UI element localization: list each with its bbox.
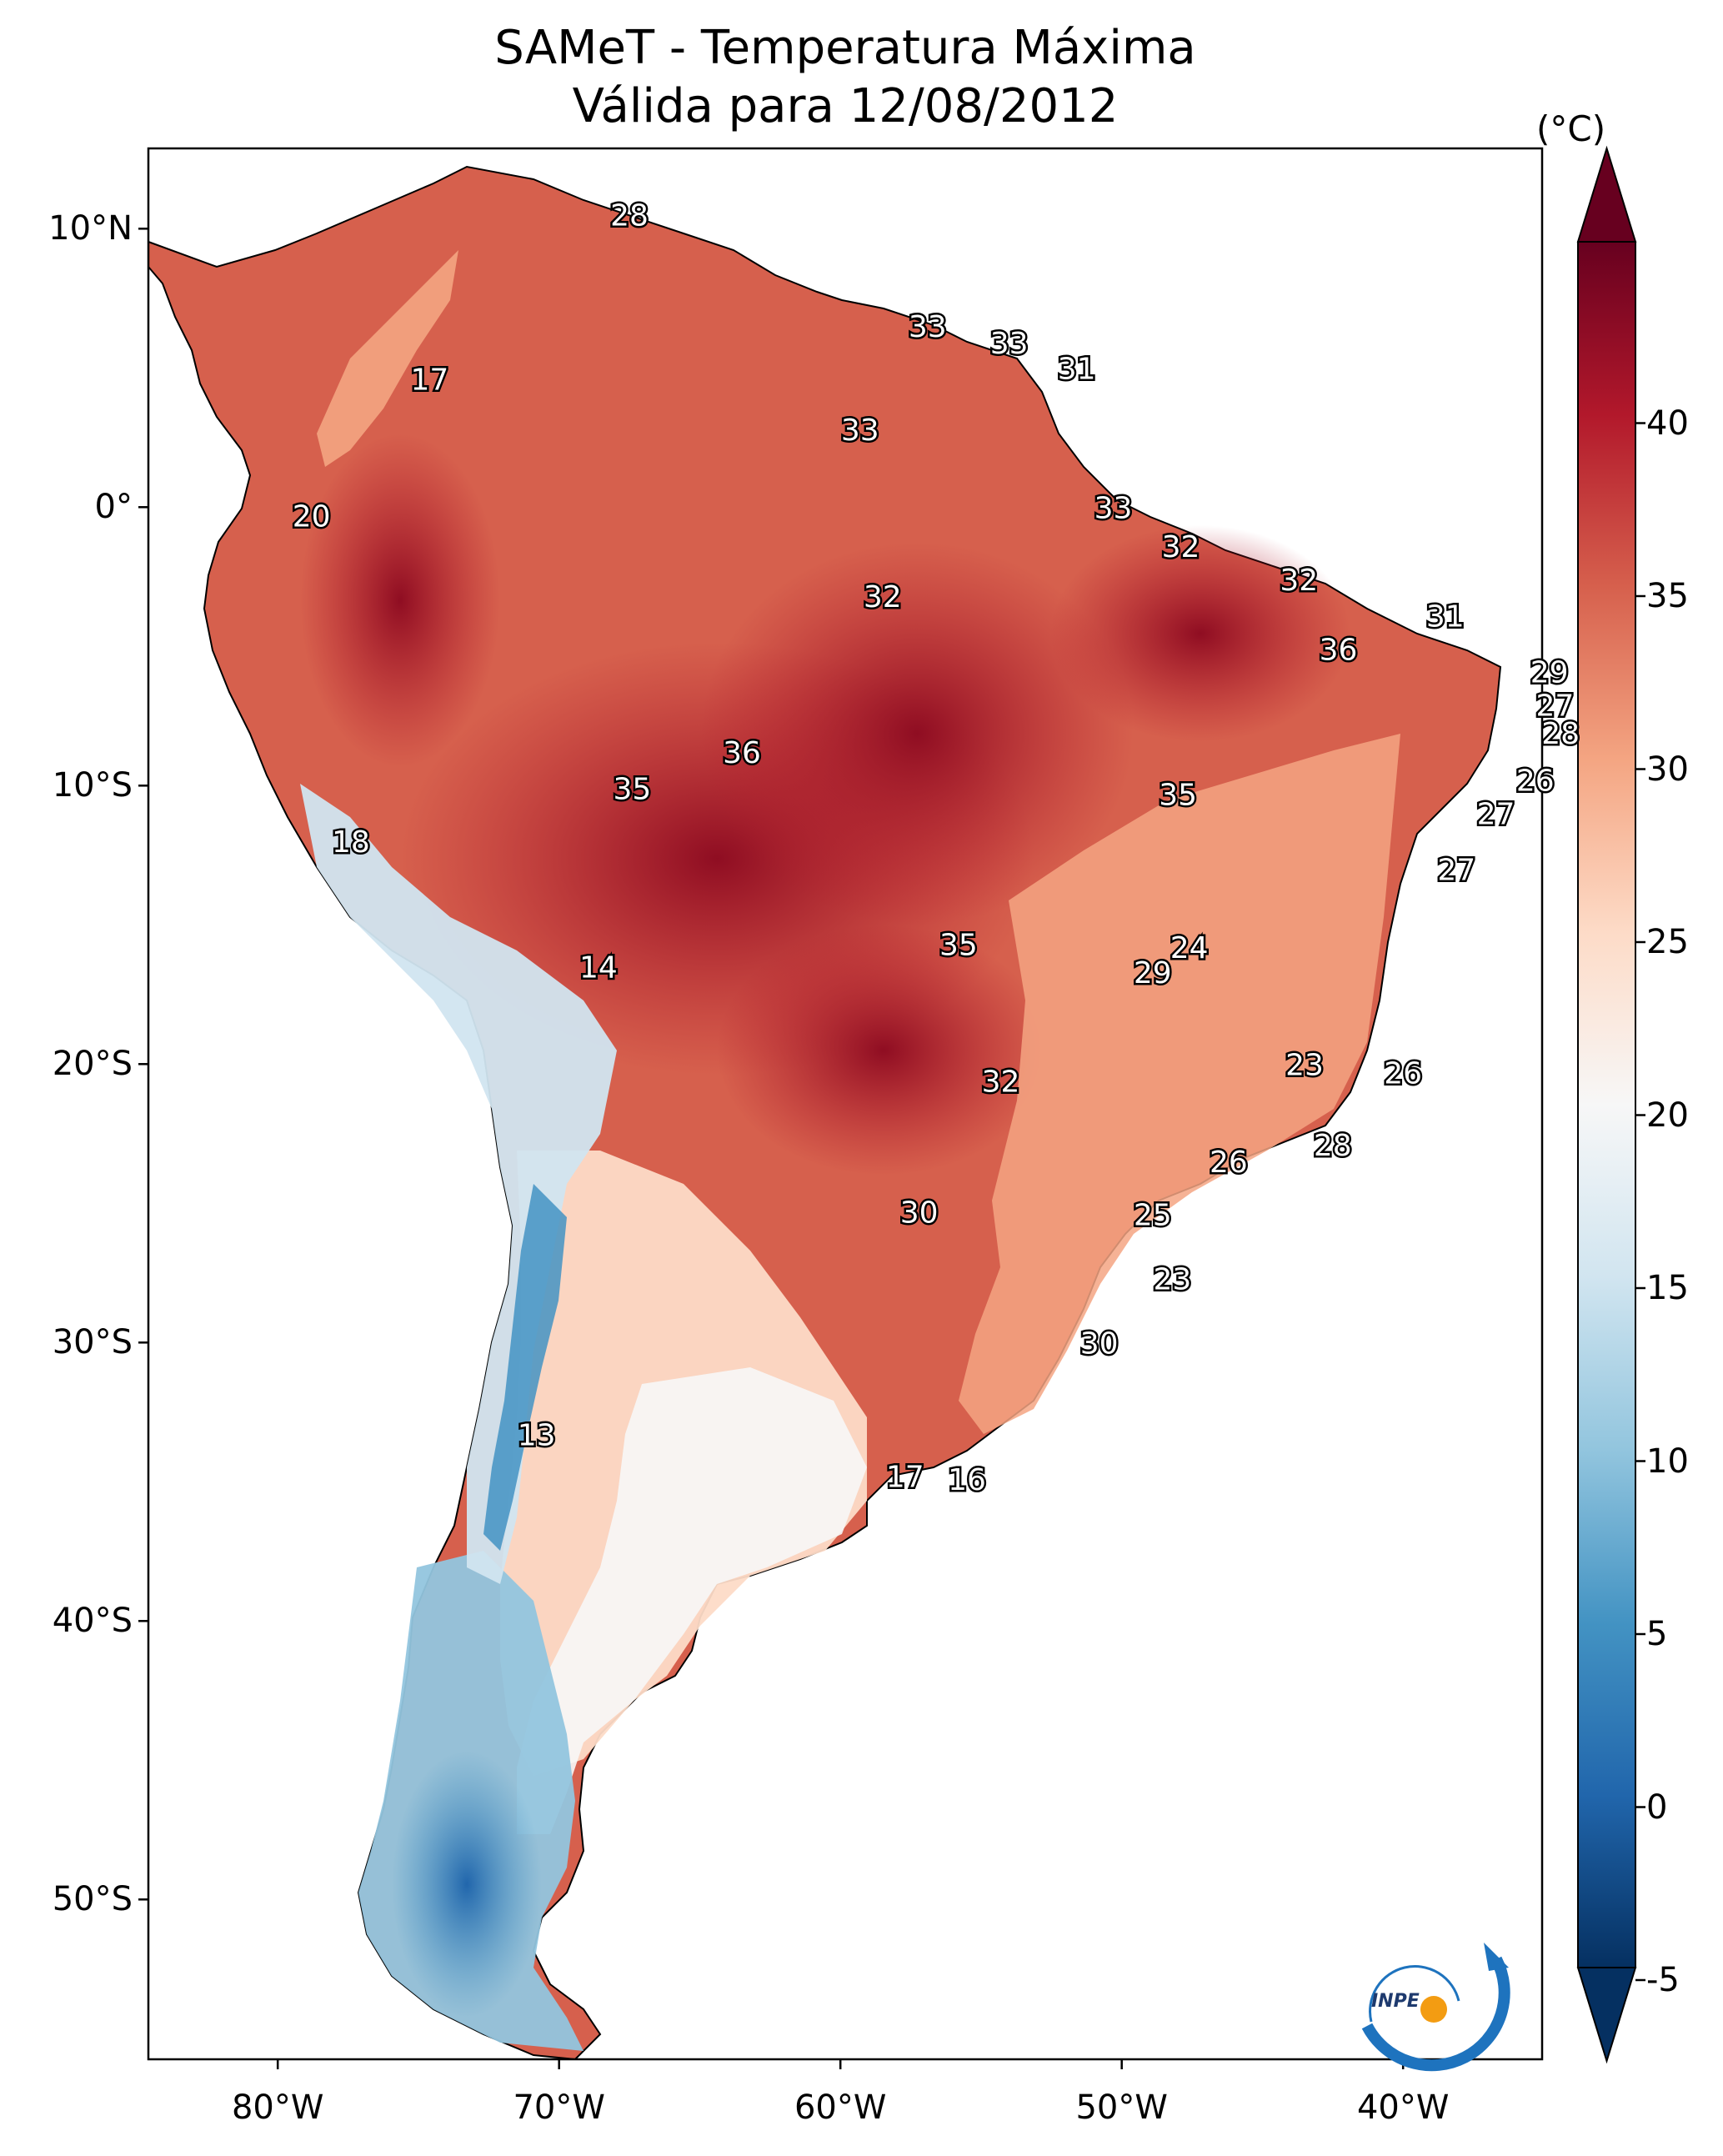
contour-label: 28 (610, 199, 649, 233)
lat-tick-label: 20°S (52, 1045, 133, 1084)
contour-label: 23 (1154, 1262, 1192, 1296)
contour-label: 18 (332, 825, 370, 860)
colorbar-tick-label: 40 (1646, 404, 1689, 443)
contour-label: 33 (990, 327, 1029, 361)
lat-tick-label: 10°N (48, 209, 133, 248)
pampas-neutral-zone (517, 1367, 867, 1834)
contour-label: 31 (1058, 352, 1096, 386)
contour-label: 23 (1285, 1048, 1324, 1082)
contour-label: 28 (1541, 717, 1580, 751)
contour-label: 24 (1170, 931, 1209, 965)
colombian-andes-cool (317, 250, 458, 467)
colorbar-upper-extend (1576, 145, 1637, 243)
map-title: SAMeT - Temperatura Máxima (494, 21, 1196, 75)
contour-label: 25 (1134, 1199, 1172, 1233)
colorbar-tick-label: 20 (1646, 1096, 1689, 1135)
contour-label: 27 (1437, 854, 1475, 888)
contour-label: 36 (1320, 634, 1358, 668)
land-temperature-field (148, 165, 1502, 2059)
colorbar-tick-label: 0 (1646, 1787, 1668, 1827)
logo-orbit (1369, 1965, 1460, 2023)
lon-tick-label: 50°W (1075, 2088, 1168, 2127)
contour-label: 33 (1094, 491, 1133, 525)
lon-tick-label: 80°W (231, 2088, 324, 2127)
contour-label: 28 (1314, 1129, 1352, 1163)
axis-ticks (138, 228, 1405, 2069)
colorbar-tick-label: 30 (1646, 750, 1689, 789)
contour-label: 35 (614, 773, 652, 807)
contour-label: 27 (1536, 689, 1575, 723)
lon-tick-label: 40°W (1356, 2088, 1450, 2127)
contour-label: 32 (1280, 564, 1318, 598)
contour-label: 26 (1384, 1056, 1422, 1091)
logo-swoosh (1361, 1956, 1510, 2072)
lat-tick-label: 40°S (52, 1602, 133, 1641)
contour-label: 35 (939, 929, 978, 963)
contour-label: 14 (579, 950, 618, 985)
contour-label: 31 (1426, 600, 1465, 634)
contour-label: 17 (886, 1461, 924, 1495)
colorbar-tick-label: -5 (1646, 1961, 1680, 1999)
contour-label: 27 (1477, 798, 1515, 832)
logo-arrow (1484, 1943, 1509, 1971)
colorbar-gradient (1577, 241, 1636, 1968)
contour-label: 35 (1159, 778, 1197, 812)
logo-text: INPE (1371, 1991, 1420, 2012)
colorbar-tick-label: 5 (1646, 1615, 1668, 1653)
colorbar-tick-label: 35 (1646, 577, 1689, 615)
contour-label: 13 (518, 1419, 556, 1453)
lon-tick-label: 70°W (513, 2088, 605, 2127)
andes-coldest-ridge (483, 1184, 567, 1551)
contour-label: 32 (864, 580, 902, 614)
colorbar-unit: (°C) (1536, 108, 1606, 149)
contour-label: 30 (1080, 1326, 1119, 1361)
contour-label: 33 (841, 414, 879, 448)
colorbar (1576, 145, 1645, 2064)
colorbar-tick-label: 15 (1646, 1269, 1689, 1307)
contour-label: 17 (411, 364, 449, 398)
map-frame (147, 147, 1544, 2061)
southeast-cooler-zone (959, 734, 1400, 1434)
inpe-logo: INPE (1361, 1943, 1510, 2072)
andes-cold-strip (300, 784, 617, 1584)
logo-sun (1420, 1996, 1447, 2023)
contour-label: 26 (1516, 765, 1555, 799)
contour-label: 16 (948, 1463, 986, 1497)
lat-tick-label: 50°S (52, 1880, 133, 1919)
colorbar-lower-extend (1576, 1967, 1637, 2064)
lat-tick-label: 30°S (52, 1323, 133, 1362)
contour-label: 32 (1162, 530, 1200, 564)
contour-label: 26 (1210, 1146, 1248, 1180)
contour-label: 32 (982, 1065, 1020, 1099)
contour-label: 29 (1530, 655, 1569, 689)
lat-tick-label: 10°S (52, 766, 133, 805)
contour-label: 36 (723, 736, 761, 770)
lat-tick-label: 0° (94, 488, 133, 527)
contour-label: 30 (900, 1196, 939, 1230)
lon-tick-label: 60°W (794, 2088, 887, 2127)
map-subtitle: Válida para 12/08/2012 (572, 79, 1119, 133)
colorbar-tick-label: 25 (1646, 923, 1689, 961)
colorbar-tick-label: 10 (1646, 1442, 1689, 1481)
contour-label: 33 (909, 310, 947, 344)
contour-label: 20 (293, 499, 331, 534)
contour-label: 29 (1134, 956, 1172, 990)
